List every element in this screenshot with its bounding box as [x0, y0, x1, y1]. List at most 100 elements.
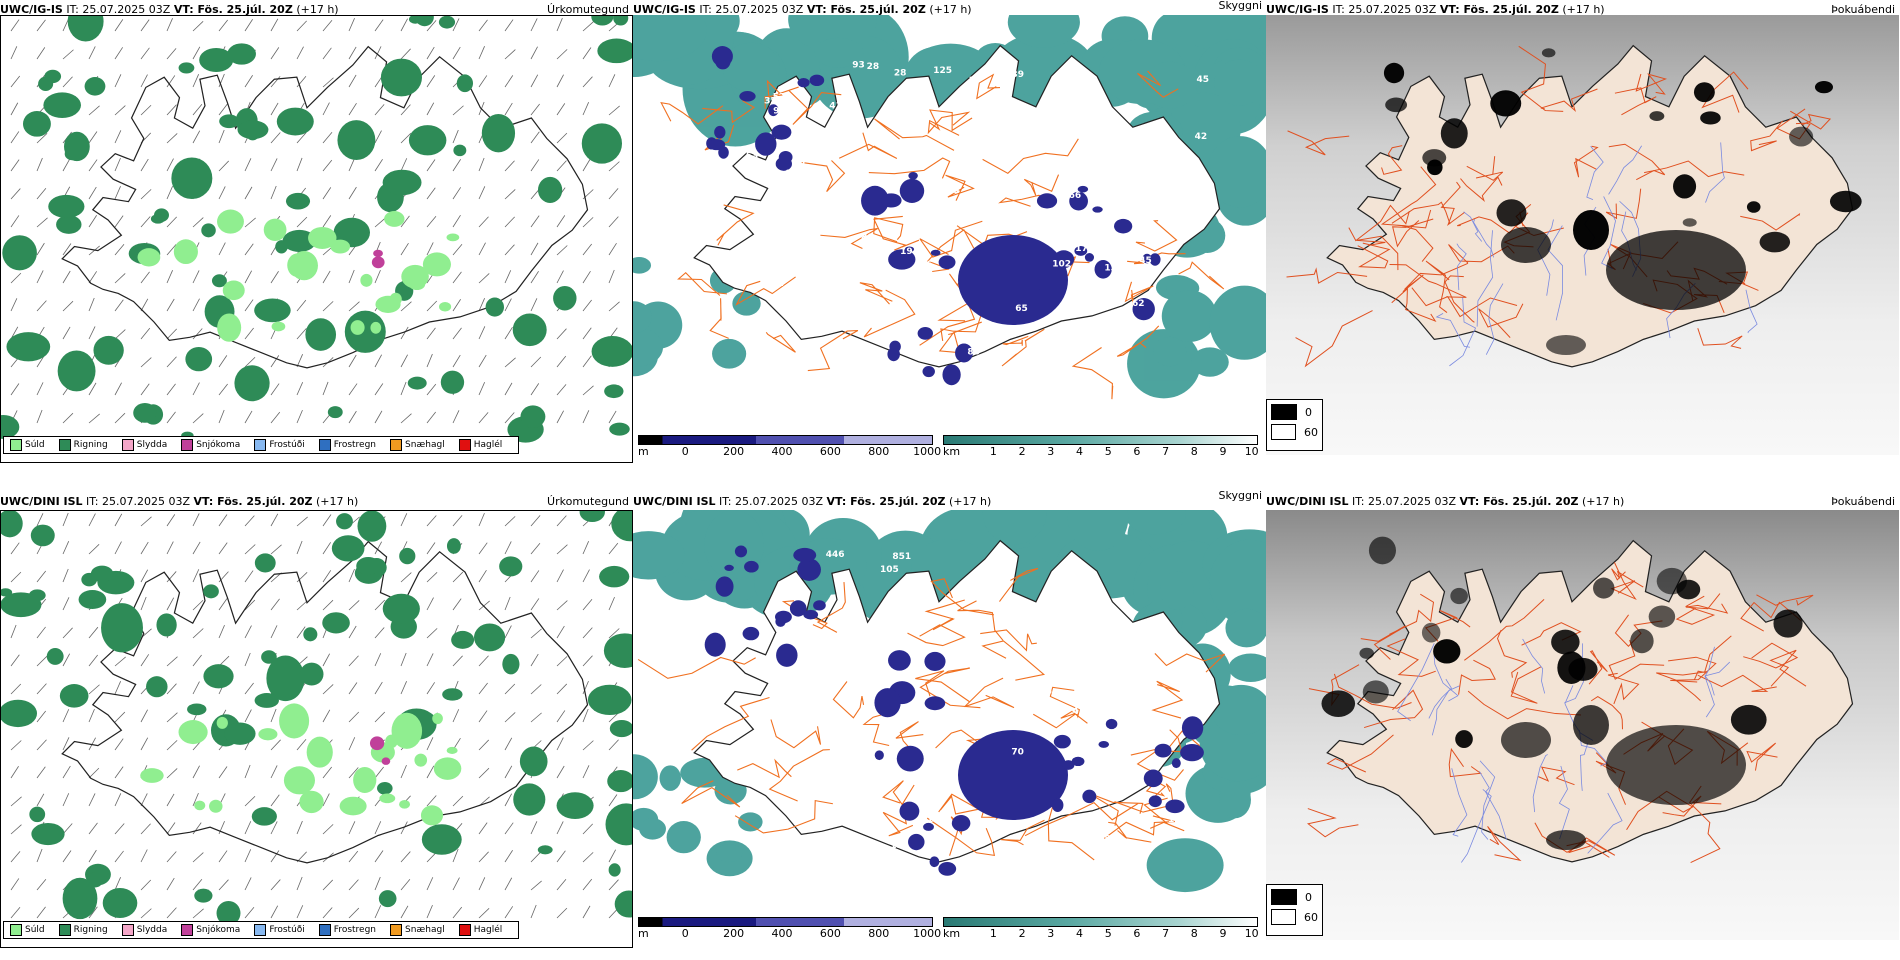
visibility-area — [633, 327, 664, 367]
wind-barb — [400, 242, 409, 256]
wind-barb — [556, 683, 568, 695]
wind-barb — [426, 597, 434, 611]
road — [1326, 734, 1394, 773]
rain-area — [276, 107, 314, 136]
low-cloud-area — [1077, 185, 1089, 193]
panel-header: UWC/IG-IS IT: 25.07.2025 03Z VT: Fös. 25… — [1266, 0, 1899, 20]
road — [801, 160, 846, 193]
wind-barb — [374, 905, 382, 919]
river — [1433, 651, 1459, 702]
wind-barb — [582, 410, 590, 424]
rain-area — [446, 538, 461, 554]
cloud-base-label: 36 — [920, 260, 933, 270]
fog-area — [1573, 210, 1609, 250]
wind-barb — [244, 599, 256, 611]
rain-area — [46, 647, 64, 665]
river — [1601, 196, 1616, 270]
wind-barb — [62, 270, 71, 284]
cloud-base-label: 45 — [947, 186, 960, 196]
wind-barb — [608, 628, 620, 639]
legend-label: Snæhagl — [405, 440, 445, 450]
wind-barb — [296, 905, 304, 919]
wind-barb — [114, 656, 126, 667]
rain-area — [48, 194, 85, 219]
iceland-outline — [1326, 539, 1854, 863]
legend-label: Snjókoma — [196, 440, 241, 450]
road — [637, 656, 756, 679]
legend-item: Rigning — [58, 924, 108, 936]
wind-barb — [374, 653, 382, 667]
wind-barb — [374, 104, 385, 116]
wind-barb — [400, 652, 407, 667]
wind-barb — [556, 103, 566, 116]
low-cloud-area — [887, 347, 900, 362]
road — [1610, 562, 1637, 601]
road — [930, 578, 994, 616]
rain-area — [513, 783, 546, 816]
wind-barb — [10, 215, 20, 228]
visibility-area — [1067, 510, 1129, 551]
wind-barb — [10, 766, 19, 779]
rain-area — [266, 655, 305, 702]
drizzle-area — [432, 713, 443, 725]
low-cloud-area — [1053, 734, 1071, 749]
wind-barb — [530, 821, 538, 835]
wind-barb — [556, 355, 567, 368]
drizzle-area — [375, 295, 401, 313]
wind-barb — [322, 570, 332, 583]
wind-barb — [348, 568, 355, 583]
rain-area — [438, 16, 456, 29]
rain-area — [613, 16, 629, 26]
legend-label: 60 — [1304, 910, 1318, 924]
iceland-outline — [693, 539, 1221, 863]
wind-barb — [426, 75, 436, 88]
cloud-base-labels: 65 76 70 46 53 59 86 36 108 46 15 28 19 26 75 52 28 35 10 1… — [711, 60, 1209, 357]
legend-label: Frostregn — [333, 925, 377, 935]
rain-area — [537, 176, 563, 203]
wind-barb — [166, 158, 174, 172]
wind-barb — [504, 596, 511, 611]
wind-barb — [452, 709, 460, 723]
legend-swatch — [254, 439, 267, 451]
fog-area — [1656, 567, 1687, 595]
wind-barb — [426, 159, 436, 172]
visibility-area — [1124, 510, 1186, 535]
cloud-map-svg: 65 76 70 46 53 59 86 36 108 46 15 28 19 26 75 52 28 35 10 1… — [633, 15, 1266, 400]
wind-barb — [192, 792, 199, 807]
low-cloud-area — [951, 815, 971, 832]
drizzle-area — [308, 226, 337, 250]
road — [677, 271, 728, 296]
wind-barb — [218, 850, 228, 863]
legend-item: Rigning — [58, 439, 108, 451]
wind-barb — [530, 131, 540, 144]
cloud-base-label: 45 — [1139, 256, 1152, 266]
drizzle-area — [350, 320, 365, 335]
rain-area — [611, 511, 632, 542]
rain-area — [305, 318, 337, 351]
legend-swatch — [58, 924, 71, 936]
rain-area — [187, 703, 207, 716]
wind-barb — [166, 75, 176, 88]
wind-barb — [296, 354, 303, 368]
wind-barb — [504, 244, 515, 256]
rain-area — [591, 16, 614, 26]
rain-area — [2, 235, 37, 271]
wind-barb — [36, 626, 46, 639]
wind-barb — [62, 709, 70, 723]
wind-barb — [556, 74, 564, 88]
lead-time: (+17 h) — [1562, 3, 1605, 16]
cloud-base-label: 446 — [826, 550, 845, 560]
cloud-base-label: 187 — [851, 838, 870, 848]
cloud-base-label: 10 — [924, 796, 937, 806]
cloud-base-label: 97 — [773, 107, 786, 117]
wind-barb — [426, 353, 433, 368]
low-cloud-area — [1074, 246, 1088, 256]
road — [1608, 143, 1666, 181]
fog-area — [1673, 174, 1697, 199]
precip-type-map: Súld Rigning Slydda Snjókoma Frostúði Frostre… — [0, 15, 633, 463]
scale-tick: 10 — [1244, 927, 1259, 940]
low-cloud-area — [888, 650, 911, 671]
cloud-base-label: 48 — [1070, 784, 1083, 794]
road — [981, 640, 1046, 681]
wind-barb — [244, 764, 251, 779]
